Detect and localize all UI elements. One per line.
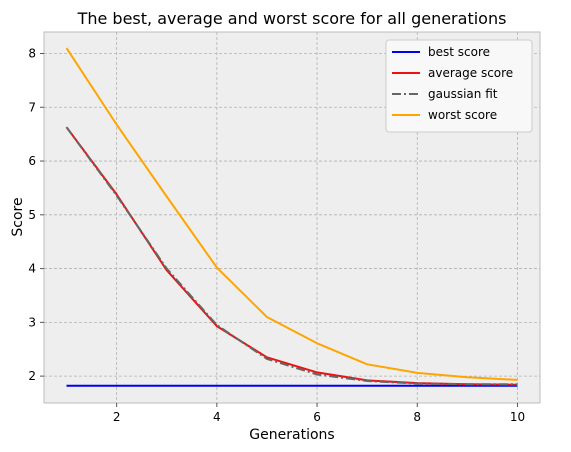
- grid: [44, 32, 540, 403]
- x-tick-label: 10: [510, 410, 525, 424]
- y-tick-label: 8: [28, 47, 36, 61]
- legend-label: gaussian fit: [428, 87, 498, 101]
- axis-ticks: 2 4 6 8 10 2 3 4 5 6 7 8: [28, 47, 525, 424]
- series-line-worst-score: [65, 47, 518, 381]
- legend: best score average score gaussian fit worst…: [385, 39, 533, 133]
- y-tick-label: 2: [28, 369, 36, 383]
- y-tick-label: 4: [28, 262, 36, 276]
- x-axis-label: Generations: [249, 427, 334, 443]
- legend-label: worst score: [428, 108, 497, 122]
- series-line-average-score: [65, 126, 518, 386]
- legend-box: [385, 39, 533, 133]
- x-tick-label: 8: [413, 410, 421, 424]
- y-tick-label: 5: [28, 208, 36, 222]
- chart-title: The best, average and worst score for al…: [77, 9, 507, 28]
- y-tick-label: 6: [28, 154, 36, 168]
- y-tick-label: 3: [28, 315, 36, 329]
- y-tick-label: 7: [28, 100, 36, 114]
- x-tick-label: 6: [313, 410, 321, 424]
- x-tick-label: 2: [113, 410, 121, 424]
- series-lines: [65, 47, 518, 387]
- series-line-gaussian-fit: [65, 126, 518, 386]
- legend-label: best score: [428, 45, 490, 59]
- legend-label: average score: [428, 66, 513, 80]
- x-tick-label: 4: [213, 410, 221, 424]
- y-axis-label: Score: [10, 197, 26, 236]
